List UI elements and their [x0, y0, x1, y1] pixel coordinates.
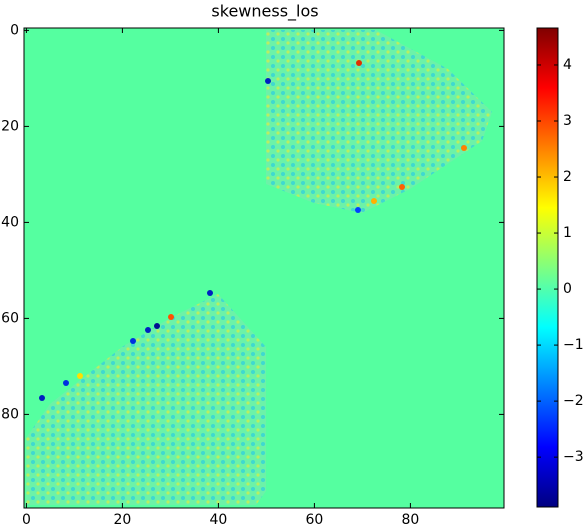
- x-tick-label: 20: [113, 512, 131, 524]
- x-tick-label: 40: [209, 512, 227, 524]
- colorbar: [536, 27, 559, 508]
- x-tick-label: 0: [22, 512, 31, 524]
- y-tick-label: 40: [1, 214, 19, 230]
- colorbar-tick-label: 3: [563, 113, 572, 129]
- colorbar-tick-label: −3: [563, 449, 584, 465]
- plot-frame: [23, 27, 505, 509]
- heatmap-image: [24, 28, 504, 508]
- x-tick-label: 80: [401, 512, 419, 524]
- heatmap-region: [266, 30, 492, 213]
- colorbar-tick-label: 0: [563, 281, 572, 297]
- colorbar-tick-label: −2: [563, 393, 584, 409]
- y-tick-label: 60: [1, 310, 19, 326]
- y-tick-label: 20: [1, 118, 19, 134]
- heatmap-spots: [39, 60, 467, 401]
- heatmap-region: [26, 294, 266, 505]
- y-tick-label: 80: [1, 406, 19, 422]
- colorbar-tick-label: 2: [563, 169, 572, 185]
- colorbar-tick-label: −1: [563, 337, 584, 353]
- colorbar-tick-label: 4: [563, 57, 572, 73]
- x-tick-label: 60: [305, 512, 323, 524]
- colorbar-tick-label: 1: [563, 225, 572, 241]
- y-tick-label: 0: [10, 22, 19, 38]
- chart-title: skewness_los: [211, 2, 318, 22]
